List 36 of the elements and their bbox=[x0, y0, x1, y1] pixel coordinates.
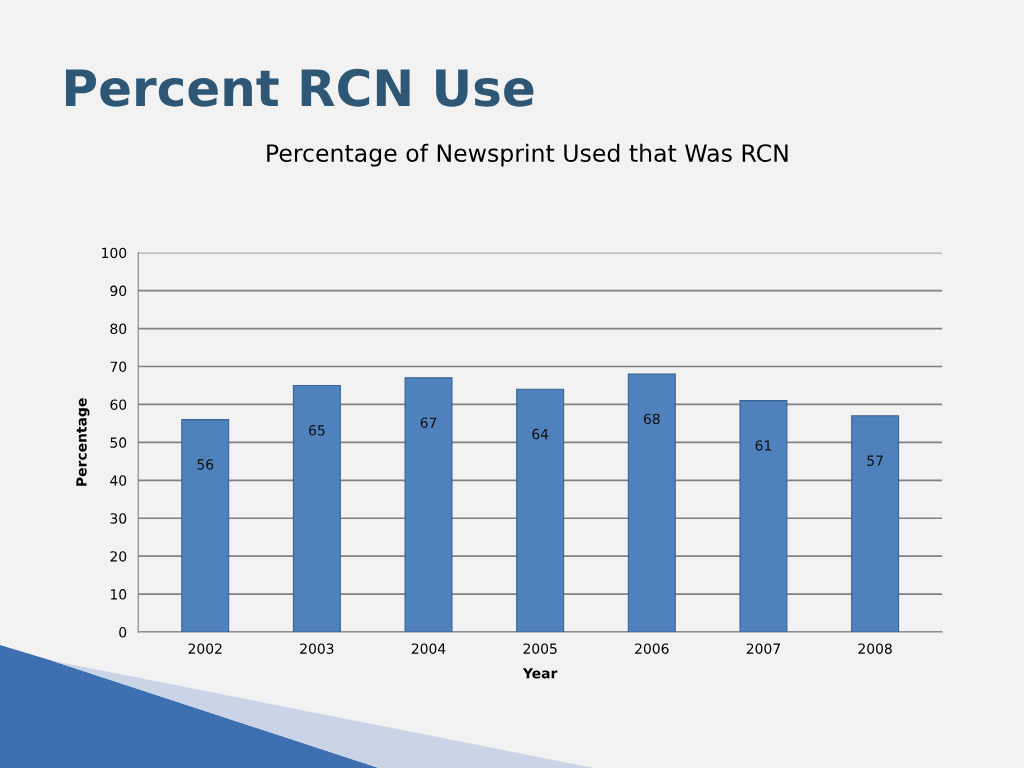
y-axis-title: Percentage bbox=[76, 398, 90, 486]
y-tick-label: 30 bbox=[110, 513, 127, 524]
data-label: 61 bbox=[755, 440, 771, 451]
y-tick-label: 70 bbox=[110, 361, 127, 372]
x-tick-label: 2007 bbox=[746, 643, 780, 654]
data-label: 64 bbox=[532, 428, 549, 440]
x-tick-label: 2003 bbox=[300, 643, 334, 654]
y-tick-label: 0 bbox=[119, 627, 127, 638]
bar bbox=[627, 373, 676, 633]
chart-subtitle: Percentage of Newsprint Used that Was RCN bbox=[267, 143, 788, 167]
x-tick-label: 2006 bbox=[635, 643, 669, 654]
data-label: 57 bbox=[867, 455, 883, 466]
chart-title: Percent RCN Use bbox=[66, 68, 534, 107]
x-tick-label: 2002 bbox=[188, 643, 222, 654]
y-tick-label: 10 bbox=[110, 589, 127, 600]
x-tick-label: 2004 bbox=[411, 643, 446, 654]
x-tick-label: 2008 bbox=[858, 643, 892, 654]
data-label: 68 bbox=[643, 413, 660, 425]
data-label: 65 bbox=[309, 425, 325, 436]
y-tick-label: 90 bbox=[110, 285, 127, 297]
data-label: 56 bbox=[197, 459, 214, 470]
bar bbox=[181, 419, 230, 633]
bar bbox=[404, 377, 453, 633]
bar bbox=[292, 384, 341, 633]
x-axis-title: Year bbox=[522, 668, 558, 679]
y-tick-label: 50 bbox=[110, 437, 127, 448]
bar bbox=[516, 388, 565, 633]
y-tick-label: 80 bbox=[110, 323, 127, 335]
data-label: 67 bbox=[420, 417, 437, 428]
bar bbox=[739, 400, 788, 633]
x-tick-label: 2005 bbox=[523, 643, 557, 654]
bar bbox=[851, 415, 900, 633]
y-tick-label: 60 bbox=[110, 399, 127, 410]
y-tick-label: 100 bbox=[102, 247, 127, 259]
y-tick-label: 20 bbox=[110, 551, 127, 562]
y-tick-label: 40 bbox=[110, 475, 127, 486]
